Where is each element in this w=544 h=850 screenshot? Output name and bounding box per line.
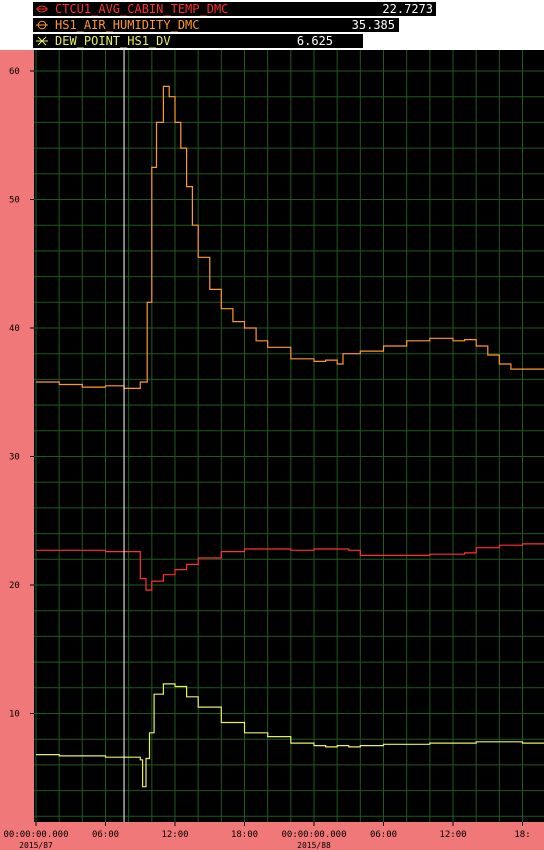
grid: [34, 50, 544, 822]
y-tick-label: 60: [9, 67, 20, 77]
plot-area[interactable]: [34, 50, 544, 822]
series-group: [36, 85, 544, 788]
series-line-1[interactable]: [36, 85, 544, 389]
x-tick-label: 18:00: [231, 830, 258, 840]
x-tick-label: 12:00: [439, 830, 466, 840]
legend-value: 35.385: [351, 18, 395, 32]
x-tick-date-label: 2015/87: [19, 841, 53, 850]
legend-row-air-humidity[interactable]: HS1_AIR_HUMIDITY_DMC 35.385: [33, 18, 399, 32]
x-tick-label: 12:00: [161, 830, 188, 840]
circle-marker-icon: [36, 20, 48, 30]
x-marker-icon: [36, 36, 48, 46]
legend-row-cabin-temp[interactable]: CTCU1_AVG_CABIN_TEMP_DMC 22.7273: [33, 2, 436, 16]
x-tick-label: 18:: [514, 830, 530, 840]
legend-label: CTCU1_AVG_CABIN_TEMP_DMC: [55, 2, 229, 16]
legend-value: 6.625: [296, 34, 333, 48]
series-line-0[interactable]: [36, 543, 544, 591]
x-tick-label: 06:00: [92, 830, 119, 840]
x-tick-date-label: 2015/88: [297, 841, 331, 850]
y-tick-label: 30: [9, 453, 20, 463]
y-tick-label: 40: [9, 324, 20, 334]
x-tick-label: 00:00:00.000: [3, 830, 68, 840]
legend-value: 22.7273: [382, 2, 433, 16]
y-tick-label: 10: [9, 710, 20, 720]
legend-label: HS1_AIR_HUMIDITY_DMC: [55, 18, 200, 32]
y-tick-label: 50: [9, 196, 20, 206]
legend-label: DEW_POINT_HS1_DV: [55, 34, 171, 48]
y-tick-label: 20: [9, 581, 20, 591]
x-tick-label: 06:00: [370, 830, 397, 840]
legend-row-dew-point[interactable]: DEW_POINT_HS1_DV 6.625: [33, 34, 363, 48]
ellipse-marker-icon: [36, 5, 48, 13]
series-line-2[interactable]: [36, 683, 544, 788]
x-tick-label: 00:00:00.000: [281, 830, 346, 840]
